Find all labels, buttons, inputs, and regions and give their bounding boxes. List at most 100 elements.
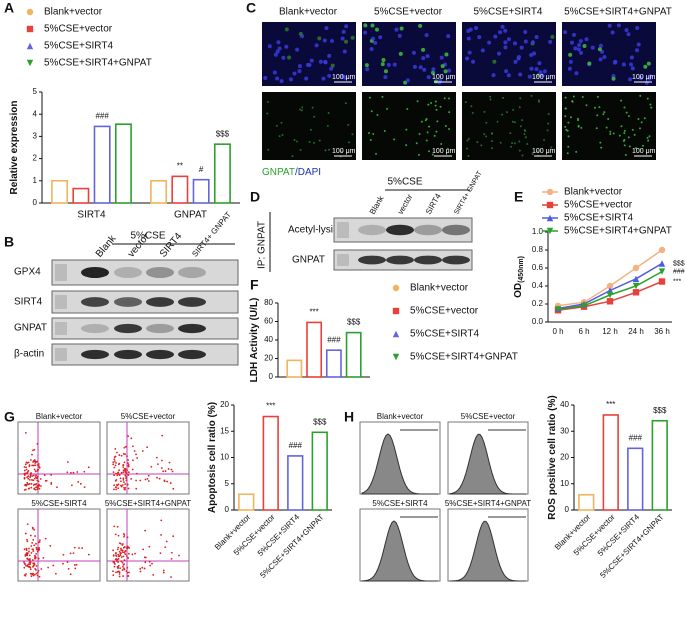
cell	[567, 66, 572, 71]
event	[120, 560, 123, 563]
ladder	[337, 254, 349, 266]
bar	[602, 414, 619, 511]
micrograph: 100 μm	[362, 22, 456, 86]
legend-marker	[546, 214, 554, 222]
micrograph: 100 μm	[362, 92, 456, 160]
event	[49, 544, 52, 547]
significance: ###	[289, 441, 303, 450]
cell	[505, 111, 508, 114]
event	[33, 460, 35, 462]
event	[33, 477, 36, 480]
cell	[578, 39, 583, 44]
cell	[324, 26, 329, 31]
cell	[501, 113, 504, 116]
event	[124, 550, 126, 553]
event	[35, 486, 37, 489]
cell	[547, 122, 550, 125]
significance: ***	[606, 400, 615, 409]
event	[35, 548, 38, 551]
event	[25, 564, 27, 567]
cell	[297, 64, 302, 69]
event	[172, 535, 175, 538]
event	[131, 468, 134, 471]
legend-marker	[26, 59, 34, 67]
event	[125, 475, 128, 478]
cell	[518, 72, 523, 77]
event	[127, 557, 130, 559]
event	[115, 488, 118, 491]
cell	[509, 132, 512, 135]
cell	[635, 147, 638, 150]
event	[32, 479, 35, 482]
event	[34, 556, 36, 559]
event	[36, 485, 39, 487]
cell	[503, 40, 508, 45]
event	[31, 559, 34, 561]
cell	[643, 64, 648, 69]
event	[26, 538, 28, 541]
event	[149, 564, 152, 567]
event	[115, 560, 118, 562]
cell	[519, 45, 524, 50]
event	[113, 466, 116, 469]
event	[112, 461, 115, 464]
significance: ###	[95, 112, 109, 121]
cell	[329, 38, 334, 43]
event	[73, 546, 76, 549]
event	[28, 550, 30, 553]
event	[115, 552, 117, 554]
band	[146, 323, 174, 334]
event	[35, 474, 37, 477]
cell	[550, 34, 555, 39]
cell	[347, 123, 350, 126]
event	[143, 567, 146, 570]
cell	[623, 129, 626, 132]
event	[118, 474, 121, 476]
event	[36, 486, 39, 489]
event	[23, 566, 26, 569]
legend-label: Blank+vector	[410, 283, 469, 294]
cell	[564, 107, 567, 110]
cell	[519, 97, 522, 100]
cell	[266, 100, 269, 103]
flow-plot	[106, 508, 190, 582]
legend-marker	[392, 307, 400, 315]
cell	[629, 55, 634, 60]
event	[113, 488, 115, 491]
event	[81, 547, 84, 549]
event	[75, 563, 78, 566]
event	[120, 471, 123, 474]
event	[38, 575, 41, 578]
ladder	[337, 222, 349, 238]
y-tick-label: 3	[33, 132, 38, 141]
cell	[440, 64, 445, 69]
event	[128, 571, 130, 574]
cell	[276, 40, 281, 45]
cell	[284, 27, 289, 32]
significance: ***	[673, 278, 681, 285]
cell	[415, 142, 418, 145]
cell	[279, 79, 284, 84]
cell	[426, 131, 429, 134]
event	[131, 553, 134, 556]
cell	[574, 71, 579, 76]
cell	[480, 48, 485, 53]
cell	[621, 62, 626, 67]
cell	[543, 138, 546, 141]
event	[23, 469, 26, 472]
legend-label: Blank+vector	[44, 7, 103, 18]
bar	[238, 493, 255, 511]
scale-label: 100 μm	[432, 74, 456, 81]
cell	[600, 146, 603, 149]
event	[123, 461, 126, 464]
cell	[416, 100, 419, 103]
event	[119, 542, 122, 545]
event	[147, 474, 150, 477]
y-tick-label: 10	[220, 453, 229, 462]
event	[146, 446, 149, 449]
cell	[405, 78, 410, 83]
bar	[262, 415, 279, 511]
cell	[468, 137, 471, 140]
scale-label: 100 μm	[532, 74, 556, 81]
marker	[606, 282, 614, 290]
